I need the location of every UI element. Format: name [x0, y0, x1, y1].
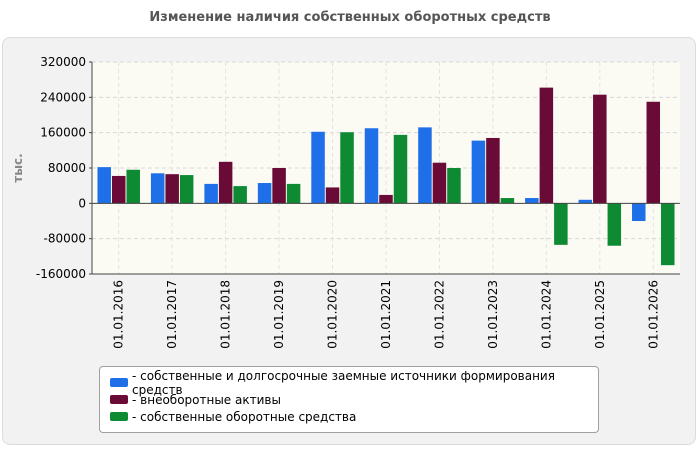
- chart-title: Изменение наличия собственных оборотных …: [149, 10, 551, 25]
- bar-series-3-01.01.2019: [286, 183, 301, 204]
- bar-series-1-01.01.2021: [364, 128, 379, 204]
- y-tick-label: 0: [78, 196, 86, 210]
- legend-item-1: - собственные и долгосрочные заемные ист…: [100, 369, 598, 397]
- legend-swatch: [110, 412, 128, 421]
- x-tick-label: 01.01.2017: [165, 280, 179, 349]
- bar-series-1-01.01.2025: [578, 199, 593, 204]
- bar-series-2-01.01.2022: [432, 162, 447, 204]
- bar-series-1-01.01.2018: [204, 183, 218, 204]
- bar-series-2-01.01.2017: [165, 174, 179, 204]
- bar-series-3-01.01.2016: [126, 169, 140, 204]
- x-tick-label: 01.01.2024: [539, 280, 553, 349]
- x-tick-label: 01.01.2020: [326, 280, 340, 349]
- x-tick-label: 01.01.2018: [219, 280, 233, 349]
- y-tick-label: -160000: [36, 267, 86, 281]
- bar-series-3-01.01.2018: [233, 186, 247, 204]
- bar-series-1-01.01.2017: [150, 173, 165, 204]
- bar-series-1-01.01.2016: [97, 167, 111, 204]
- x-tick-label: 01.01.2019: [272, 280, 286, 349]
- bar-series-2-01.01.2025: [593, 94, 607, 204]
- bar-series-1-01.01.2026: [632, 203, 646, 221]
- chart-legend: - собственные и долгосрочные заемные ист…: [99, 366, 599, 433]
- bar-series-1-01.01.2019: [257, 183, 272, 204]
- bar-series-3-01.01.2017: [179, 175, 194, 204]
- bar-series-1-01.01.2023: [471, 140, 486, 204]
- y-tick-label: 160000: [40, 126, 86, 140]
- bar-series-2-01.01.2019: [272, 168, 286, 204]
- x-tick-label: 01.01.2023: [486, 280, 500, 349]
- bar-series-3-01.01.2020: [340, 132, 354, 204]
- bar-series-2-01.01.2021: [379, 194, 393, 204]
- y-axis-label: тыс.: [11, 153, 25, 182]
- x-tick-label: 01.01.2016: [112, 280, 126, 349]
- bar-series-3-01.01.2023: [500, 198, 515, 204]
- y-tick-label: -80000: [43, 232, 86, 246]
- bar-series-2-01.01.2016: [111, 175, 126, 204]
- bar-series-2-01.01.2018: [218, 161, 233, 204]
- bar-series-2-01.01.2023: [486, 137, 500, 204]
- legend-swatch: [110, 378, 128, 387]
- y-tick-label: 320000: [40, 55, 86, 69]
- legend-label: - внеоборотные активы: [132, 392, 281, 407]
- bar-series-3-01.01.2024: [554, 203, 568, 245]
- legend-label: - собственные оборотные средства: [132, 409, 357, 424]
- x-tick-label: 01.01.2021: [379, 280, 393, 349]
- bar-series-3-01.01.2021: [393, 134, 408, 204]
- bar-series-3-01.01.2026: [661, 203, 675, 266]
- bar-series-3-01.01.2025: [607, 203, 622, 246]
- bar-series-3-01.01.2022: [447, 168, 461, 204]
- bar-series-2-01.01.2020: [325, 187, 340, 204]
- legend-item-2: - внеоборотные активы: [100, 391, 598, 408]
- x-tick-label: 01.01.2025: [593, 280, 607, 349]
- y-tick-label: 240000: [40, 90, 86, 104]
- y-tick-label: 80000: [48, 161, 86, 175]
- bar-series-2-01.01.2024: [539, 87, 554, 204]
- x-tick-label: 01.01.2022: [432, 280, 446, 349]
- x-tick-label: 01.01.2026: [646, 280, 660, 349]
- bar-series-2-01.01.2026: [646, 101, 661, 204]
- bar-series-1-01.01.2020: [311, 131, 325, 204]
- bar-series-1-01.01.2022: [418, 127, 432, 204]
- legend-swatch: [110, 395, 128, 404]
- legend-item-3: - собственные оборотные средства: [100, 408, 598, 425]
- legend-label: - собственные и долгосрочные заемные ист…: [132, 368, 555, 397]
- bar-series-1-01.01.2024: [525, 198, 539, 204]
